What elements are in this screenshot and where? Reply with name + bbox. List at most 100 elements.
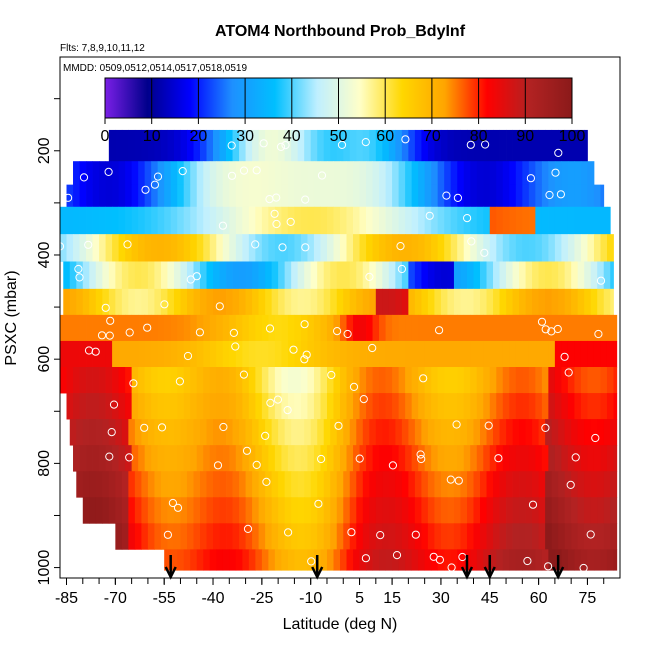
heatmap-cell bbox=[164, 549, 172, 571]
heatmap-cell bbox=[600, 367, 608, 394]
heatmap-cell bbox=[274, 445, 282, 472]
heatmap-cell bbox=[401, 419, 409, 446]
heatmap-cell bbox=[297, 288, 305, 316]
observation-point bbox=[541, 423, 550, 432]
heatmap-cell bbox=[567, 367, 575, 394]
heatmap-cell bbox=[502, 445, 510, 472]
heatmap-cell bbox=[522, 393, 530, 420]
observation-point bbox=[556, 190, 566, 199]
heatmap-cell bbox=[359, 393, 367, 420]
heatmap-cell bbox=[528, 367, 536, 394]
heatmap-cell bbox=[141, 523, 149, 550]
heatmap-cell bbox=[476, 206, 484, 235]
heatmap-cell bbox=[248, 340, 256, 368]
observation-point bbox=[528, 500, 538, 509]
heatmap-cell bbox=[349, 288, 357, 316]
colorbar-tick-label: 20 bbox=[190, 128, 208, 145]
heatmap-cell bbox=[134, 288, 142, 316]
heatmap-cell bbox=[437, 549, 445, 571]
observation-point bbox=[435, 326, 444, 335]
heatmap-cell bbox=[519, 261, 526, 290]
heatmap-cell bbox=[597, 471, 605, 498]
heatmap-cell bbox=[515, 234, 523, 262]
heatmap-cell bbox=[115, 523, 123, 550]
heatmap-cell bbox=[304, 288, 312, 316]
heatmap-cell bbox=[590, 497, 598, 524]
heatmap-cell bbox=[173, 523, 181, 550]
heatmap-cell bbox=[541, 367, 549, 394]
heatmap-cell bbox=[310, 471, 318, 498]
observation-point bbox=[453, 193, 462, 202]
heatmap-cell bbox=[593, 445, 601, 472]
heatmap-cell bbox=[359, 184, 367, 208]
heatmap-cell bbox=[424, 184, 432, 208]
heatmap-cell bbox=[248, 206, 256, 235]
observation-point bbox=[289, 345, 298, 354]
heatmap-cell bbox=[466, 129, 474, 162]
heatmap-cell bbox=[294, 184, 302, 208]
heatmap-cell bbox=[463, 445, 471, 472]
heatmap-cell bbox=[330, 288, 338, 316]
observation-point bbox=[545, 190, 554, 200]
heatmap-cell bbox=[515, 549, 523, 571]
heatmap-cell bbox=[496, 340, 504, 368]
heatmap-cell bbox=[281, 206, 289, 235]
heatmap-cell bbox=[128, 419, 136, 446]
heatmap-cell bbox=[170, 184, 178, 208]
heatmap-cell bbox=[392, 234, 399, 262]
heatmap-cell bbox=[167, 288, 175, 316]
heatmap-cell bbox=[587, 184, 595, 208]
heatmap-cell bbox=[164, 445, 172, 472]
heatmap-cell bbox=[86, 314, 93, 342]
heatmap-cell bbox=[226, 497, 233, 524]
heatmap-cell bbox=[125, 445, 133, 472]
observation-point bbox=[105, 452, 114, 461]
heatmap-cell bbox=[144, 393, 152, 420]
heatmap-cell bbox=[411, 161, 419, 186]
observation-point bbox=[252, 166, 261, 175]
heatmap-cell bbox=[528, 340, 536, 368]
heatmap-cell bbox=[476, 161, 484, 186]
heatmap-cell bbox=[255, 340, 263, 368]
heatmap-cell bbox=[392, 206, 399, 235]
heatmap-cell bbox=[584, 497, 592, 524]
x-tick-label: 60 bbox=[530, 590, 548, 607]
heatmap-cell bbox=[115, 129, 123, 162]
x-axis-label: Latitude (deg N) bbox=[283, 616, 398, 633]
heatmap-cell bbox=[418, 367, 426, 394]
heatmap-cell bbox=[102, 471, 110, 498]
heatmap-cell bbox=[118, 314, 126, 342]
heatmap-cell bbox=[427, 419, 435, 446]
heatmap-cell bbox=[525, 497, 533, 524]
heatmap-cell bbox=[493, 288, 500, 316]
heatmap-cell bbox=[79, 340, 87, 368]
heatmap-cell bbox=[138, 184, 146, 208]
heatmap-cell bbox=[340, 393, 347, 420]
heatmap-cell bbox=[310, 523, 318, 550]
heatmap-cell bbox=[502, 393, 510, 420]
heatmap-cell bbox=[499, 288, 507, 316]
heatmap-cell bbox=[196, 367, 204, 394]
heatmap-cell bbox=[463, 393, 471, 420]
observation-point bbox=[105, 331, 114, 340]
heatmap-cell bbox=[89, 419, 97, 446]
heatmap-cell bbox=[493, 129, 500, 162]
heatmap-cell bbox=[473, 419, 481, 446]
heatmap-cell bbox=[330, 497, 338, 524]
heatmap-cell bbox=[63, 261, 71, 290]
heatmap-cell bbox=[528, 393, 536, 420]
heatmap-cell bbox=[372, 549, 380, 571]
heatmap-cell bbox=[343, 129, 351, 162]
heatmap-cell bbox=[525, 261, 533, 290]
heatmap-cell bbox=[99, 393, 106, 420]
heatmap-cell bbox=[499, 523, 507, 550]
heatmap-cell bbox=[440, 129, 448, 162]
heatmap-cell bbox=[476, 314, 484, 342]
heatmap-cell bbox=[222, 393, 230, 420]
heatmap-cell bbox=[554, 314, 562, 342]
heatmap-cell bbox=[317, 288, 325, 316]
heatmap-cell bbox=[470, 314, 478, 342]
heatmap-cell bbox=[203, 314, 211, 342]
observation-point bbox=[596, 276, 606, 285]
heatmap-cell bbox=[222, 445, 230, 472]
